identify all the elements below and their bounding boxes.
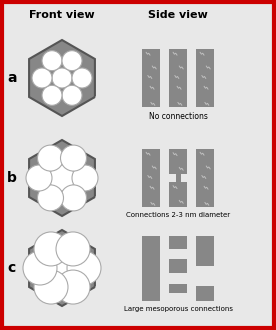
Bar [176, 173, 181, 183]
Text: Side view: Side view [148, 10, 208, 20]
Circle shape [23, 251, 57, 285]
Circle shape [60, 145, 86, 171]
Circle shape [72, 68, 92, 88]
Bar [196, 49, 214, 107]
Bar [142, 49, 160, 107]
Text: Front view: Front view [29, 10, 95, 20]
Polygon shape [29, 40, 95, 116]
Bar [169, 182, 187, 207]
Text: Connections 2-3 nm diameter: Connections 2-3 nm diameter [126, 212, 230, 218]
Circle shape [56, 270, 90, 304]
Circle shape [34, 232, 68, 266]
Circle shape [42, 51, 62, 71]
Polygon shape [29, 230, 95, 306]
Circle shape [60, 185, 86, 211]
Bar [196, 236, 214, 266]
Text: c: c [8, 261, 16, 275]
Circle shape [38, 145, 63, 171]
Bar [142, 236, 160, 301]
Text: No connections: No connections [148, 112, 208, 121]
Circle shape [34, 270, 68, 304]
Circle shape [62, 85, 82, 105]
Circle shape [38, 185, 63, 211]
Bar [169, 283, 187, 292]
Circle shape [45, 251, 79, 285]
Circle shape [42, 85, 62, 105]
Circle shape [67, 251, 101, 285]
Bar [196, 149, 214, 207]
Text: b: b [7, 171, 17, 185]
Circle shape [72, 165, 98, 191]
Bar [196, 285, 214, 301]
Circle shape [62, 51, 82, 71]
Circle shape [52, 68, 72, 88]
Bar [169, 236, 187, 248]
Polygon shape [29, 140, 95, 216]
Circle shape [56, 232, 90, 266]
Bar [169, 258, 187, 273]
Bar [142, 149, 160, 207]
Circle shape [32, 68, 52, 88]
Circle shape [49, 165, 75, 191]
Circle shape [26, 165, 52, 191]
Bar [169, 49, 187, 107]
Text: Large mesoporous connections: Large mesoporous connections [123, 306, 232, 312]
Bar [169, 149, 187, 174]
Text: a: a [7, 71, 17, 85]
